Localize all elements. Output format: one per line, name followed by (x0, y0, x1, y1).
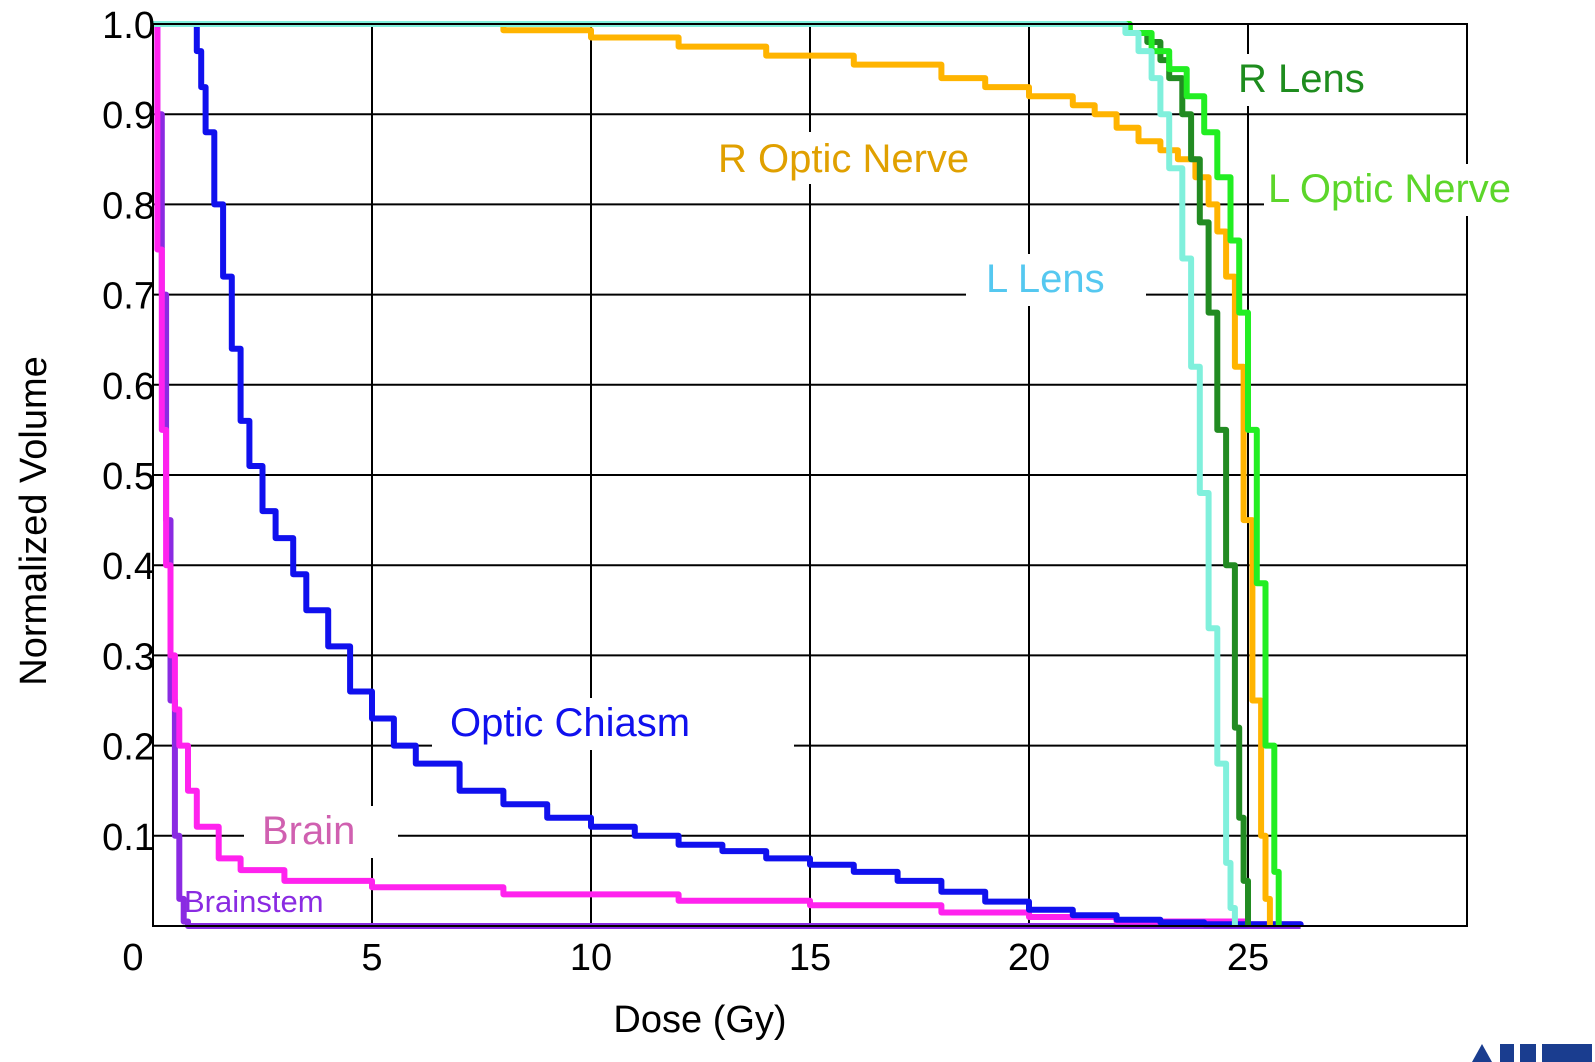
y-tick-label: 0.3 (102, 636, 155, 678)
l-optic-nerve-label-bg (1264, 164, 1564, 216)
l-lens-label-bg (966, 254, 1146, 306)
y-tick-label: 0.2 (102, 727, 155, 769)
optic-chiasm-label: Optic Chiasm (450, 701, 690, 745)
x-tick-label: 5 (361, 937, 382, 979)
y-tick-label: 0.8 (102, 185, 155, 227)
r-optic-nerve-label: R Optic Nerve (718, 137, 969, 181)
plot-frame (152, 23, 1468, 927)
y-tick-label: 0.6 (102, 366, 155, 408)
y-axis-label: Normalized Volume (13, 356, 55, 685)
series-line-r-optic-nerve (153, 21, 1273, 926)
series-line-l-lens (153, 21, 1238, 926)
series-line-l-optic-nerve (153, 21, 1282, 926)
l-optic-nerve-label: L Optic Nerve (1268, 167, 1511, 211)
y-tick-label: 0.9 (102, 95, 155, 137)
y-tick-label: 0.1 (102, 817, 155, 859)
r-lens-label: R Lens (1238, 57, 1365, 101)
y-tick-label: 0.7 (102, 276, 155, 318)
x-tick-label: 10 (570, 937, 612, 979)
r-optic-nerve-label-bg (712, 132, 1024, 184)
brain-label: Brain (262, 809, 355, 853)
x-tick-label: 0 (122, 937, 143, 979)
series-line-r-lens (153, 21, 1251, 926)
brain-label-bg (244, 806, 398, 858)
x-axis-label: Dose (Gy) (613, 999, 786, 1041)
y-tick-label: 1.0 (102, 5, 155, 47)
y-tick-label: 0.4 (102, 546, 155, 588)
x-tick-label: 25 (1227, 937, 1269, 979)
series-curves (153, 21, 1304, 929)
optic-chiasm-label-bg (432, 698, 794, 750)
y-tick-labels: 0.1 0.2 0.3 0.4 0.5 0.6 0.7 0.8 0.9 1.0 (102, 5, 155, 859)
l-lens-label: L Lens (986, 257, 1105, 301)
logo-mark (1472, 1044, 1592, 1062)
x-tick-label: 20 (1008, 937, 1050, 979)
brainstem-label: Brainstem (184, 884, 324, 919)
plot-border (152, 23, 1468, 927)
y-tick-label: 0.5 (102, 456, 155, 498)
x-tick-label: 15 (789, 937, 831, 979)
series-line-brain (153, 21, 1304, 928)
x-tick-labels: 0 5 10 15 20 25 (122, 937, 1269, 979)
series-line-optic-chiasm (153, 21, 1304, 928)
r-lens-label-bg (1232, 54, 1402, 106)
logo-fragment (1472, 1044, 1592, 1062)
